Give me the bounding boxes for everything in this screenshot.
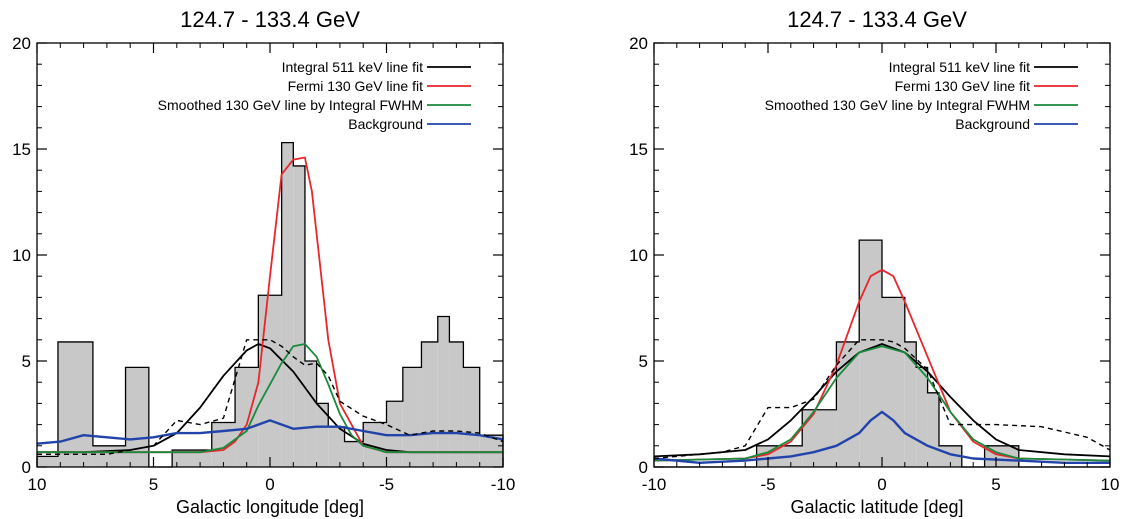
histogram-bar xyxy=(463,367,480,467)
y-tick-label: 10 xyxy=(12,246,31,265)
legend-label: Background xyxy=(955,116,1030,132)
y-tick-label: 20 xyxy=(629,34,648,53)
histogram-bar xyxy=(281,142,294,467)
histogram-bar xyxy=(904,341,917,467)
legend-label: Smoothed 130 GeV line by Integral FWHM xyxy=(765,97,1030,113)
y-tick-label: 20 xyxy=(12,34,31,53)
histogram-bar xyxy=(916,367,928,467)
histogram-bar xyxy=(449,341,464,467)
histogram-bar xyxy=(344,441,364,467)
y-tick-label: 5 xyxy=(22,352,31,371)
histogram-bar xyxy=(927,392,939,467)
series-line-smoothed-130-gev-line-by-integral-fwhm xyxy=(37,343,503,454)
x-tick-label: -5 xyxy=(760,475,775,494)
x-axis-label: Galactic latitude [deg] xyxy=(790,497,963,517)
y-tick-label: 15 xyxy=(12,140,31,159)
x-axis-label: Galactic longitude [deg] xyxy=(176,497,364,517)
x-tick-label: 5 xyxy=(149,475,158,494)
legend-label: Background xyxy=(348,116,423,132)
series-line-integral-511-kev-line-fit xyxy=(37,343,503,454)
chart-title: 124.7 - 133.4 GeV xyxy=(787,7,967,32)
histogram-bar xyxy=(328,426,345,467)
histogram-bar xyxy=(57,341,93,467)
legend-label: Integral 511 keV line fit xyxy=(889,59,1030,75)
x-tick-label: 10 xyxy=(28,475,47,494)
histogram-bar xyxy=(316,403,329,467)
series-line-smoothed-130-gev-line-by-integral-fwhm xyxy=(653,345,1111,462)
plot-area xyxy=(653,239,1111,468)
plot-area xyxy=(36,141,504,468)
y-tick-label: 5 xyxy=(639,352,648,371)
x-tick-label: 0 xyxy=(877,475,886,494)
dashed-series-line xyxy=(653,339,1111,460)
histogram-bar xyxy=(258,295,282,467)
histogram-bar xyxy=(125,367,149,467)
chart-title: 124.7 - 133.4 GeV xyxy=(180,7,360,32)
series-line-background xyxy=(653,410,1110,464)
chart-panel-latitude: 124.7 - 133.4 GeV Galactic latitude [deg… xyxy=(566,0,1132,519)
histogram-bar xyxy=(479,435,503,467)
histogram-bar xyxy=(836,341,860,467)
x-tick-label: 0 xyxy=(265,475,274,494)
histogram-bar xyxy=(172,450,212,467)
y-tick-label: 15 xyxy=(629,140,648,159)
series-line-fermi-130-gev-line-fit xyxy=(37,156,503,454)
histogram-bar xyxy=(92,445,126,467)
dashed-series-line xyxy=(37,339,504,455)
histogram-bar xyxy=(304,361,317,467)
legend-label: Fermi 130 GeV line fit xyxy=(288,78,423,94)
histogram-bar xyxy=(882,297,905,467)
longitude-chart: 124.7 - 133.4 GeV Galactic longitude [de… xyxy=(12,7,516,517)
legend-label: Smoothed 130 GeV line by Integral FWHM xyxy=(158,97,423,113)
y-tick-label: 10 xyxy=(629,246,648,265)
legend-label: Integral 511 keV line fit xyxy=(282,59,423,75)
histogram-bar xyxy=(211,422,236,467)
x-tick-label: -5 xyxy=(379,475,394,494)
latitude-chart: 124.7 - 133.4 GeV Galactic latitude [deg… xyxy=(629,7,1120,517)
histogram-bar xyxy=(293,165,305,467)
histogram-bar xyxy=(437,316,450,467)
histogram-bar xyxy=(421,341,438,467)
histogram-bar xyxy=(859,240,882,467)
histogram-outline xyxy=(36,141,504,468)
x-tick-label: -10 xyxy=(491,475,516,494)
x-tick-label: -10 xyxy=(642,475,667,494)
chart-panel-longitude: 124.7 - 133.4 GeV Galactic longitude [de… xyxy=(12,7,516,517)
y-tick-label: 0 xyxy=(639,458,648,477)
series-line-fermi-130-gev-line-fit xyxy=(653,268,1111,462)
series-line-background xyxy=(36,419,504,445)
histogram-bar xyxy=(37,456,58,467)
y-tick-label: 0 xyxy=(22,458,31,477)
histogram-bar xyxy=(235,367,259,467)
x-tick-label: 5 xyxy=(991,475,1000,494)
histogram-bar xyxy=(402,367,422,467)
x-tick-label: 10 xyxy=(1101,475,1120,494)
series-line-integral-511-kev-line-fit xyxy=(653,343,1111,458)
legend-label: Fermi 130 GeV line fit xyxy=(895,78,1030,94)
